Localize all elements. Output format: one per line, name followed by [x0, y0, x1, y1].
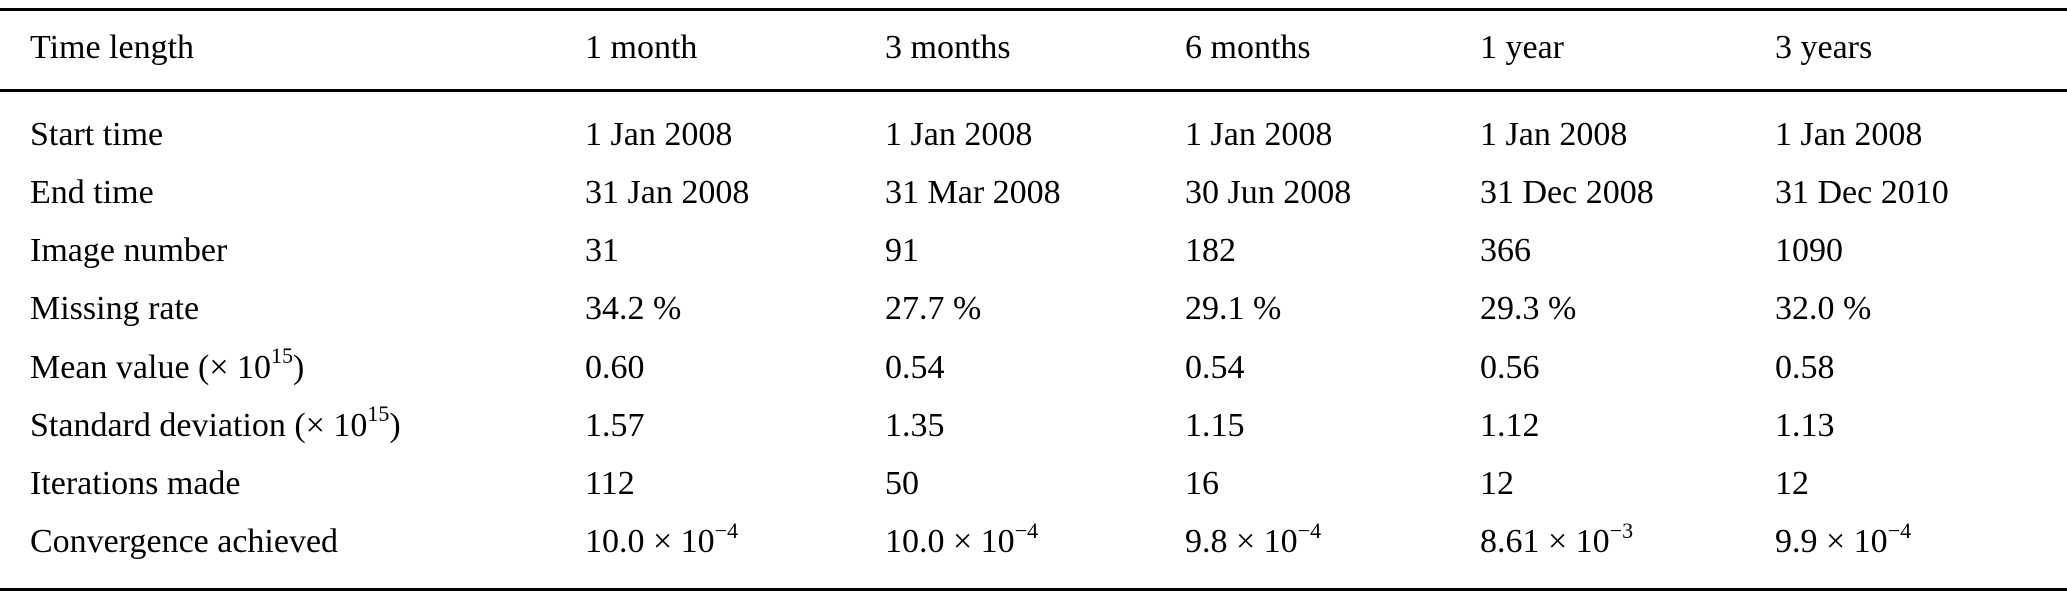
table-cell: 31 Dec 2008 [1480, 174, 1654, 212]
table-cell: 1090 [1775, 232, 1843, 270]
column-header-1-month: 1 month [585, 9, 885, 93]
table-cell: 1 Jan 2008 [885, 116, 1033, 154]
superscript: 15 [367, 401, 390, 427]
header-row: Time length 1 month 3 months 6 months 1 year… [0, 9, 2067, 93]
table-cell: 31 [585, 232, 619, 270]
row-label: Iterations made [30, 464, 241, 502]
table-cell: 50 [885, 464, 919, 502]
superscript: −3 [1609, 517, 1634, 543]
table-cell: 12 [1480, 464, 1514, 502]
table-cell: 31 Mar 2008 [885, 174, 1061, 212]
row-label: Missing rate [30, 290, 200, 328]
table-cell: 9.8 × 10−4 [1185, 517, 1322, 560]
column-header-3-months: 3 months [885, 9, 1185, 93]
table-cell: 31 Jan 2008 [585, 174, 750, 212]
table-cell: 29.3 % [1480, 290, 1577, 328]
table-cell: 0.58 [1775, 348, 1835, 386]
row-label: End time [30, 174, 154, 212]
table-row-iterations-made: Iterations made 112 50 16 12 12 [0, 455, 2067, 513]
table-cell: 91 [885, 232, 919, 270]
table-cell: 0.56 [1480, 348, 1540, 386]
table-cell: 1.57 [585, 406, 645, 444]
table-cell: 1 Jan 2008 [1185, 116, 1333, 154]
column-header-time-length: Time length [0, 9, 585, 93]
table-cell: 31 Dec 2010 [1775, 174, 1949, 212]
table-row-mean-value-10-15: Mean value (× 1015) 0.60 0.54 0.54 0.56 0.58 [0, 339, 2067, 397]
table-cell: 1 Jan 2008 [585, 116, 733, 154]
table-row-end-time: End time 31 Jan 2008 31 Mar 2008 30 Jun 200… [0, 164, 2067, 222]
table-cell: 9.9 × 10−4 [1775, 517, 1912, 560]
table-cell: 1 Jan 2008 [1775, 116, 1923, 154]
row-label: Convergence achieved [30, 522, 339, 560]
column-header-3-years: 3 years [1775, 9, 2067, 93]
table-cell: 0.54 [1185, 348, 1245, 386]
table-header: Time length 1 month 3 months 6 months 1 year… [0, 9, 2067, 93]
superscript: −4 [1297, 517, 1322, 543]
table-cell: 32.0 % [1775, 290, 1872, 328]
table-row-convergence-achieved: Convergence achieved 10.0 × 10−4 10.0 × 10… [0, 513, 2067, 590]
row-label: Standard deviation (× 1015) [30, 401, 401, 444]
table-cell: 182 [1185, 232, 1236, 270]
table-cell: 8.61 × 10−3 [1480, 517, 1634, 560]
row-label: Image number [30, 232, 228, 270]
table-cell: 1.35 [885, 406, 945, 444]
table-cell: 0.54 [885, 348, 945, 386]
table-cell: 34.2 % [585, 290, 682, 328]
row-label: Start time [30, 116, 164, 154]
superscript: 15 [271, 343, 294, 369]
table-row-missing-rate: Missing rate 34.2 % 27.7 % 29.1 % 29.3 % 32.0… [0, 280, 2067, 338]
table-cell: 366 [1480, 232, 1531, 270]
table-cell: 10.0 × 10−4 [585, 517, 739, 560]
table-row-standard-deviation-10-15: Standard deviation (× 1015) 1.57 1.35 1.15 1… [0, 397, 2067, 455]
table-cell: 30 Jun 2008 [1185, 174, 1352, 212]
table-cell: 1 Jan 2008 [1480, 116, 1628, 154]
superscript: −4 [1014, 517, 1039, 543]
table-cell: 0.60 [585, 348, 645, 386]
table-cell: 1.12 [1480, 406, 1540, 444]
table-cell: 1.15 [1185, 406, 1245, 444]
table-body: Start time 1 Jan 2008 1 Jan 2008 1 Jan 2008… [0, 91, 2067, 590]
column-header-6-months: 6 months [1185, 9, 1480, 93]
table-row-start-time: Start time 1 Jan 2008 1 Jan 2008 1 Jan 2008… [0, 91, 2067, 165]
table-row-image-number: Image number 31 91 182 366 1090 [0, 222, 2067, 280]
table-cell: 29.1 % [1185, 290, 1282, 328]
row-label: Mean value (× 1015) [30, 343, 305, 386]
statistics-table: Time length 1 month 3 months 6 months 1 year… [0, 8, 2067, 591]
column-header-1-year: 1 year [1480, 9, 1775, 93]
superscript: −4 [1887, 517, 1912, 543]
table-cell: 1.13 [1775, 406, 1835, 444]
table-cell: 112 [585, 464, 635, 502]
table-cell: 12 [1775, 464, 1809, 502]
table-cell: 16 [1185, 464, 1219, 502]
table-cell: 10.0 × 10−4 [885, 517, 1039, 560]
superscript: −4 [714, 517, 739, 543]
table-cell: 27.7 % [885, 290, 982, 328]
